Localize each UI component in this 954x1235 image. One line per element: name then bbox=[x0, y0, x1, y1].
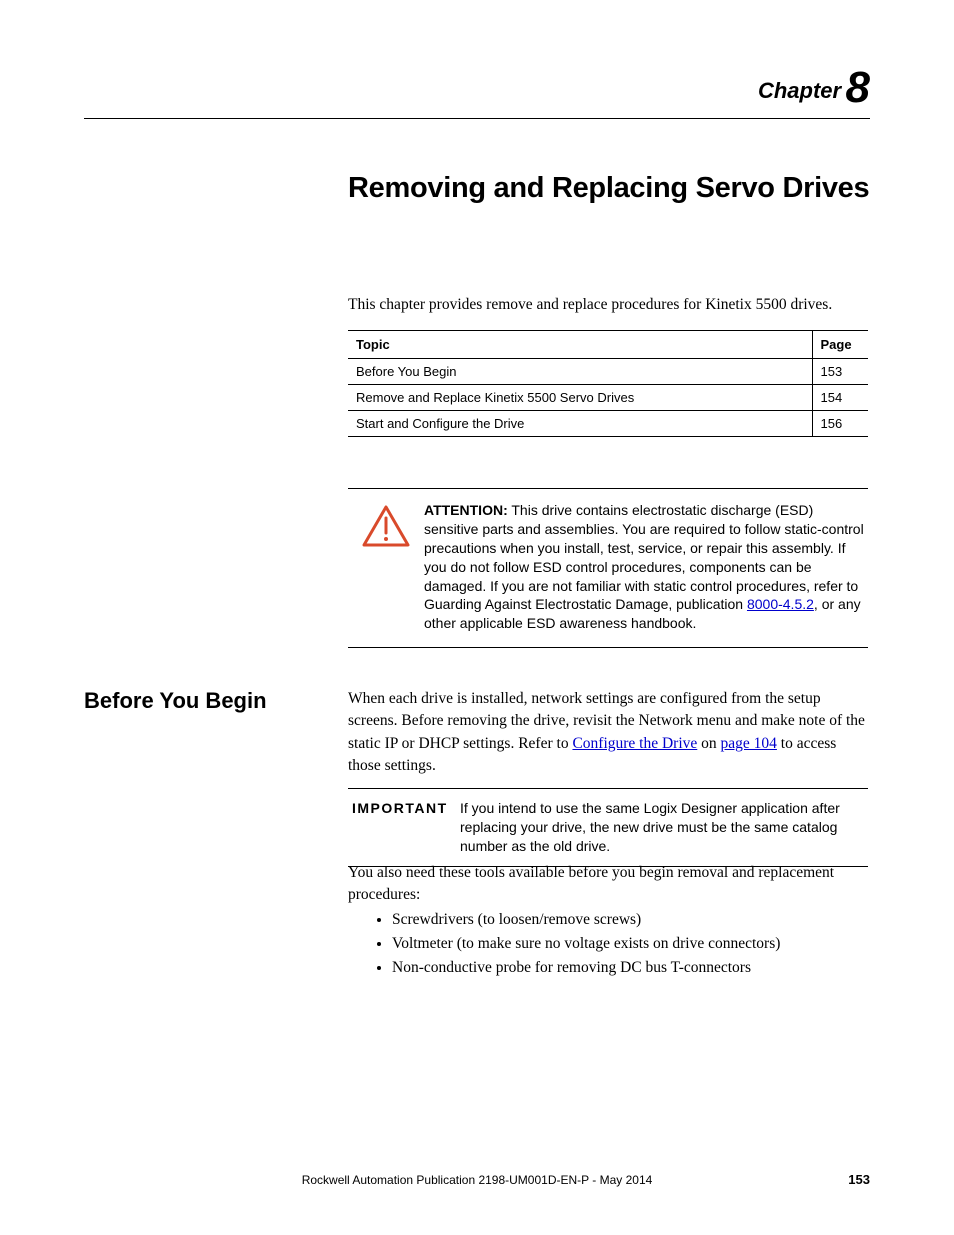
attention-callout: ATTENTION: This drive contains electrost… bbox=[348, 488, 868, 648]
table-row: Start and Configure the Drive 156 bbox=[348, 411, 868, 437]
page-104-link[interactable]: page 104 bbox=[721, 735, 777, 752]
table-cell-page: 153 bbox=[812, 359, 868, 385]
tools-paragraph: You also need these tools available befo… bbox=[348, 862, 870, 907]
table-cell-topic: Before You Begin bbox=[348, 359, 812, 385]
attention-text: ATTENTION: This drive contains electrost… bbox=[424, 501, 868, 633]
important-text: If you intend to use the same Logix Desi… bbox=[460, 799, 868, 856]
topic-table: Topic Page Before You Begin 153 Remove a… bbox=[348, 330, 868, 437]
important-label: IMPORTANT bbox=[348, 799, 460, 856]
attention-label: ATTENTION: bbox=[424, 502, 508, 518]
configure-drive-link[interactable]: Configure the Drive bbox=[572, 735, 697, 752]
section-heading-before-you-begin: Before You Begin bbox=[84, 688, 267, 714]
table-row: Remove and Replace Kinetix 5500 Servo Dr… bbox=[348, 385, 868, 411]
tools-list: Screwdrivers (to loosen/remove screws) V… bbox=[374, 908, 870, 980]
attention-link[interactable]: 8000-4.5.2 bbox=[747, 596, 814, 612]
intro-paragraph: This chapter provides remove and replace… bbox=[348, 294, 870, 316]
list-item: Voltmeter (to make sure no voltage exist… bbox=[392, 932, 870, 956]
section-body: When each drive is installed, network se… bbox=[348, 688, 870, 778]
table-cell-topic: Start and Configure the Drive bbox=[348, 411, 812, 437]
table-header-page: Page bbox=[812, 331, 868, 359]
table-header-topic: Topic bbox=[348, 331, 812, 359]
table-cell-topic: Remove and Replace Kinetix 5500 Servo Dr… bbox=[348, 385, 812, 411]
chapter-number: 8 bbox=[846, 63, 870, 112]
list-item: Non-conductive probe for removing DC bus… bbox=[392, 956, 870, 980]
chapter-title: Removing and Replacing Servo Drives bbox=[348, 172, 869, 205]
section-text2: on bbox=[697, 735, 720, 752]
footer-publication: Rockwell Automation Publication 2198-UM0… bbox=[0, 1173, 954, 1187]
list-item: Screwdrivers (to loosen/remove screws) bbox=[392, 908, 870, 932]
chapter-header: Chapter 8 bbox=[758, 66, 870, 110]
table-cell-page: 154 bbox=[812, 385, 868, 411]
attention-icon bbox=[348, 501, 424, 547]
page-number: 153 bbox=[848, 1172, 870, 1187]
table-cell-page: 156 bbox=[812, 411, 868, 437]
header-rule bbox=[84, 118, 870, 119]
chapter-label: Chapter bbox=[758, 78, 841, 103]
important-callout: IMPORTANT If you intend to use the same … bbox=[348, 788, 868, 867]
table-row: Before You Begin 153 bbox=[348, 359, 868, 385]
